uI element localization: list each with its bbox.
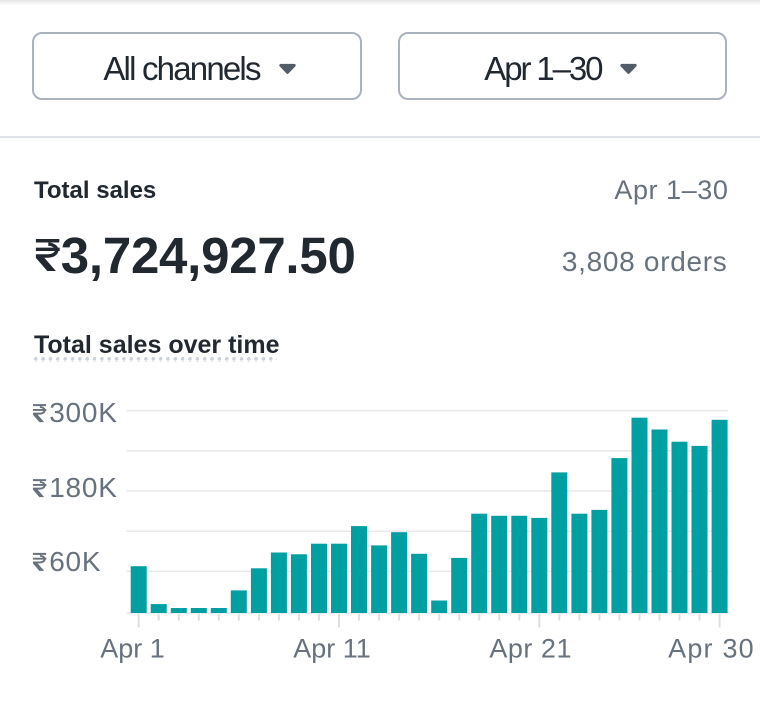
svg-text:300K: 300K xyxy=(49,397,118,428)
svg-text:Apr 21: Apr 21 xyxy=(489,633,572,663)
svg-text:Apr 30: Apr 30 xyxy=(668,633,755,663)
svg-text:180K: 180K xyxy=(49,472,118,503)
svg-text:60K: 60K xyxy=(49,546,101,577)
svg-text:Apr 1: Apr 1 xyxy=(100,633,165,663)
svg-text:Apr 11: Apr 11 xyxy=(293,633,371,663)
